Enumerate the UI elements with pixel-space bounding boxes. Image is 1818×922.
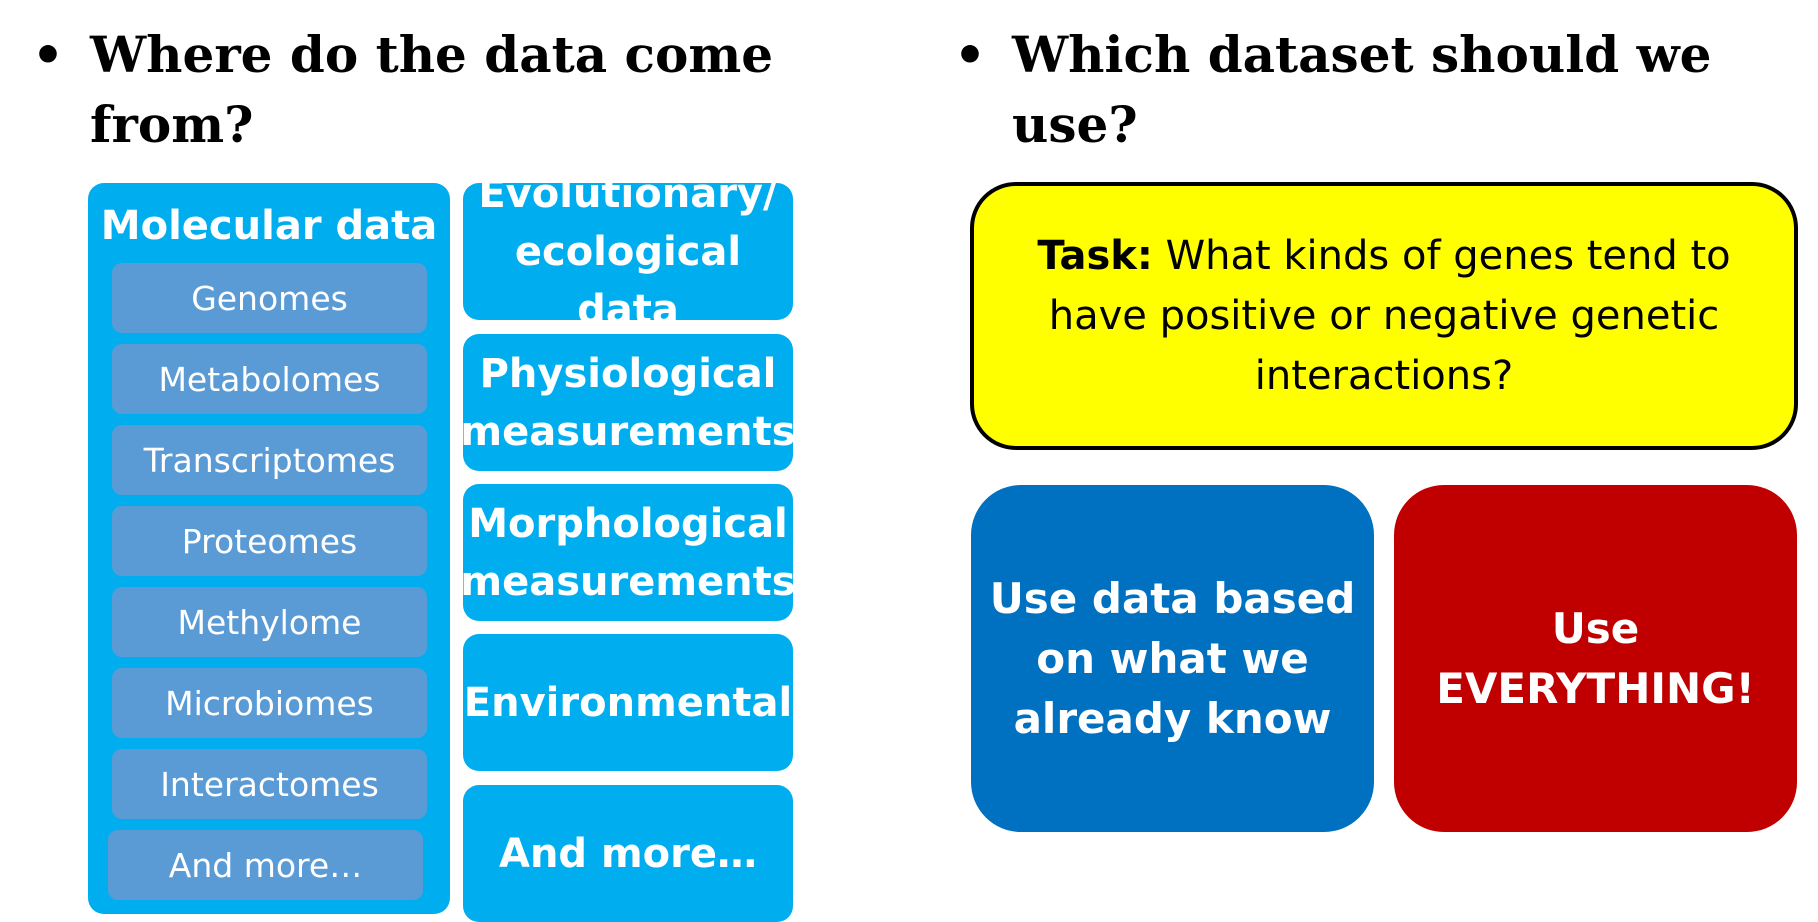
category-morphological: Morphological measurements — [460, 484, 796, 621]
category-evolutionary-ecological: Evolutionary/ ecological data — [463, 171, 793, 333]
molecular-item-interactomes: Interactomes — [112, 749, 427, 819]
left-heading-line-2: from? — [90, 95, 254, 154]
task-box: Task: What kinds of genes tend to have p… — [970, 182, 1798, 450]
category-label: Morphological measurements — [460, 500, 796, 605]
molecular-data-panel: Molecular data Genomes Metabolomes Trans… — [88, 183, 450, 914]
molecular-item-transcriptomes: Transcriptomes — [112, 425, 427, 495]
option-known-data-label: Use data based on what we already know — [989, 573, 1356, 743]
right-heading-line-1: Which dataset should we — [1012, 25, 1712, 84]
molecular-item-microbiomes: Microbiomes — [112, 668, 427, 738]
category-label: Environmental — [463, 679, 793, 726]
molecular-item-metabolomes: Metabolomes — [112, 344, 427, 414]
category-label: And more… — [498, 830, 757, 877]
right-heading: • Which dataset should we use? — [954, 20, 1712, 160]
category-label: Physiological measurements — [460, 350, 796, 455]
bullet-icon: • — [954, 25, 986, 84]
right-heading-line-2: use? — [1012, 95, 1138, 154]
category-and-more: And more… — [463, 785, 793, 922]
molecular-item-and-more: And more… — [108, 830, 423, 900]
task-text-wrap: Task: What kinds of genes tend to have p… — [1024, 226, 1744, 406]
molecular-item-methylome: Methylome — [112, 587, 427, 657]
option-use-everything: Use EVERYTHING! — [1394, 485, 1797, 832]
left-heading-line-1: Where do the data come — [90, 25, 774, 84]
option-known-data: Use data based on what we already know — [971, 485, 1374, 832]
molecular-item-proteomes: Proteomes — [112, 506, 427, 576]
category-label: Evolutionary/ ecological data — [478, 170, 778, 333]
task-label: Task: — [1037, 233, 1153, 279]
left-heading: • Where do the data come from? — [32, 20, 774, 160]
task-text: What kinds of genes tend to have positiv… — [1048, 233, 1731, 399]
category-physiological: Physiological measurements — [460, 334, 796, 471]
molecular-item-genomes: Genomes — [112, 263, 427, 333]
bullet-icon: • — [32, 25, 64, 84]
molecular-data-title: Molecular data — [100, 203, 438, 249]
option-use-everything-label: Use EVERYTHING! — [1436, 603, 1755, 713]
category-environmental: Environmental — [463, 634, 793, 771]
